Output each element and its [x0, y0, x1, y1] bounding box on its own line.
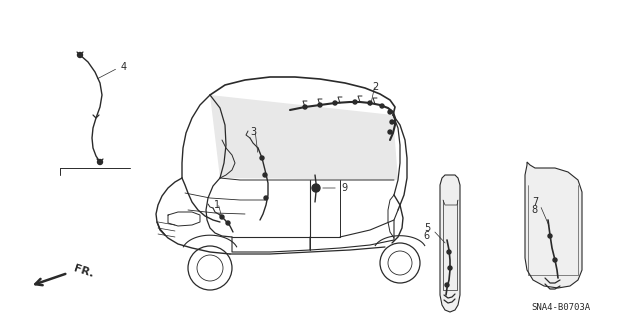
- Circle shape: [312, 184, 320, 192]
- Text: 9: 9: [341, 183, 347, 193]
- Text: 4: 4: [121, 62, 127, 72]
- Circle shape: [220, 215, 224, 219]
- Circle shape: [447, 250, 451, 254]
- Text: 2: 2: [372, 82, 378, 92]
- Text: 5: 5: [424, 223, 430, 233]
- Circle shape: [226, 221, 230, 225]
- Polygon shape: [210, 95, 398, 180]
- Circle shape: [77, 53, 83, 57]
- Text: 3: 3: [250, 127, 256, 137]
- Text: SNA4-B0703A: SNA4-B0703A: [531, 303, 590, 313]
- Circle shape: [97, 160, 102, 165]
- Circle shape: [380, 104, 384, 108]
- Circle shape: [333, 101, 337, 105]
- Polygon shape: [440, 175, 460, 312]
- Text: 7: 7: [532, 197, 538, 207]
- Circle shape: [553, 258, 557, 262]
- Circle shape: [448, 266, 452, 270]
- Circle shape: [303, 105, 307, 109]
- Circle shape: [353, 100, 357, 104]
- Text: FR.: FR.: [72, 263, 95, 279]
- Polygon shape: [525, 162, 582, 288]
- Circle shape: [548, 234, 552, 238]
- Circle shape: [318, 103, 322, 107]
- Circle shape: [263, 173, 267, 177]
- Text: 6: 6: [424, 231, 430, 241]
- Circle shape: [388, 110, 392, 114]
- Circle shape: [390, 120, 394, 124]
- Circle shape: [445, 283, 449, 287]
- Circle shape: [260, 156, 264, 160]
- Circle shape: [368, 101, 372, 105]
- Circle shape: [264, 196, 268, 200]
- Text: 1: 1: [214, 200, 220, 210]
- Text: 8: 8: [532, 205, 538, 215]
- Circle shape: [388, 130, 392, 134]
